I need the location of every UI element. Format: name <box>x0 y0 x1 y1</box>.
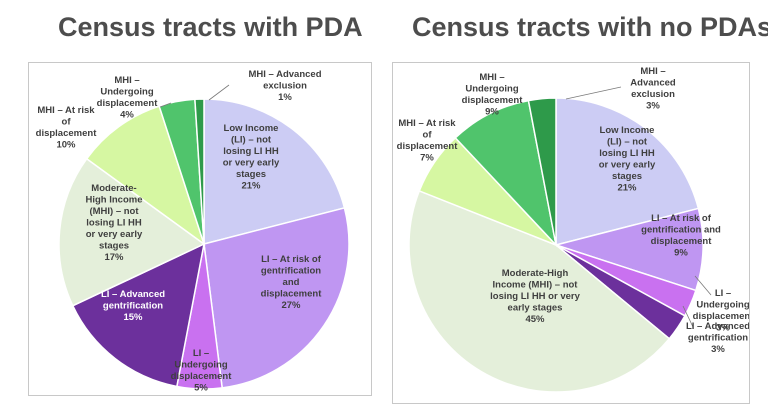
data-label-no-pda-li-undergoing-displacement: LI – Undergoing displacement 3% <box>693 288 749 334</box>
pie-slice-no-pda-mhi-advanced-exclusion <box>527 97 557 246</box>
data-label-pda-mhi-advanced-exclusion: MHI – Advanced exclusion 1% <box>248 69 321 103</box>
leader-line-no-pda-2 <box>694 275 712 296</box>
leader-line-no-pda-7 <box>565 86 622 100</box>
pie-slice-pda-li-at-risk-of-gentrification-and-displacement <box>203 207 350 389</box>
data-label-pda-mhi-undergoing-displacement: MHI – Undergoing displacement 4% <box>97 75 159 121</box>
data-label-pda-li-undergoing-displacement: LI – Undergoing displacement 5% <box>171 348 233 394</box>
pie-chart-no-pda: Low Income (LI) – not losing LI HH or very … <box>392 62 750 404</box>
pie-slice-no-pda-low-income-li-not-losing-li-hh-or-very-early-stages <box>555 97 700 246</box>
pie-slice-pda-mhi-advanced-exclusion <box>194 98 205 245</box>
data-label-pda-low-income-li-not-losing-li-hh-or-very-early-stages: Low Income (LI) – not losing LI HH or very … <box>223 123 280 192</box>
pie-slice-no-pda-moderate-high-income-mhi-not-losing-li-hh-or-very-early-stages <box>408 189 671 393</box>
leader-line-pda-6 <box>159 102 172 108</box>
pie-slice-pda-low-income-li-not-losing-li-hh-or-very-early-stages <box>203 98 346 245</box>
pie-svg-with-pda: Low Income (LI) – not losing LI HH or very … <box>36 69 350 394</box>
data-label-pda-li-advanced-gentrification: LI – Advanced gentrification 15% <box>101 289 165 323</box>
data-label-no-pda-mhi-undergoing-displacement: MHI – Undergoing displacement 9% <box>462 72 524 118</box>
pie-svg-no-pda: Low Income (LI) – not losing LI HH or very … <box>397 66 749 393</box>
pie-slice-no-pda-li-at-risk-of-gentrification-and-displacement <box>553 207 704 292</box>
data-label-no-pda-low-income-li-not-losing-li-hh-or-very-early-stages: Low Income (LI) – not losing LI HH or very … <box>599 125 656 194</box>
data-label-pda-moderate-high-income-mhi-not-losing-li-hh-or-very-early-stages: Moderate-High Income (MHI) – not losing LI… <box>85 183 142 263</box>
pie-slice-no-pda-mhi-undergoing-displacement <box>454 99 558 248</box>
data-label-no-pda-moderate-high-income-mhi-not-losing-li-hh-or-very-early-stages: Moderate-High Income (MHI) – not losing LI… <box>490 268 580 325</box>
chart-title-with-pda: Census tracts with PDA <box>58 12 363 42</box>
data-label-no-pda-mhi-at-risk-of-displacement: MHI – At risk of displacement 7% <box>397 118 459 164</box>
data-label-no-pda-li-at-risk-of-gentrification-and-displacement: LI – At risk of gentrification and displac… <box>641 213 721 259</box>
pie-slice-pda-moderate-high-income-mhi-not-losing-li-hh-or-very-early-stages <box>58 157 206 307</box>
pie-chart-with-pda: Low Income (LI) – not losing LI HH or very … <box>28 62 372 396</box>
pie-slice-pda-li-advanced-gentrification <box>71 242 206 388</box>
chart-title-no-pda: Census tracts with no PDAs <box>412 12 768 42</box>
data-label-pda-mhi-at-risk-of-displacement: MHI – At risk of displacement 10% <box>36 105 98 151</box>
data-label-pda-li-at-risk-of-gentrification-and-displacement: LI – At risk of gentrification and displace… <box>261 254 323 311</box>
leader-line-no-pda-3 <box>682 305 694 328</box>
data-label-no-pda-mhi-advanced-exclusion: MHI – Advanced exclusion 3% <box>630 66 676 112</box>
leader-line-pda-7 <box>208 84 230 101</box>
pie-slice-pda-mhi-at-risk-of-displacement <box>85 105 206 246</box>
data-label-no-pda-li-advanced-gentrification: LI – Advanced gentrification 3% <box>686 321 749 355</box>
